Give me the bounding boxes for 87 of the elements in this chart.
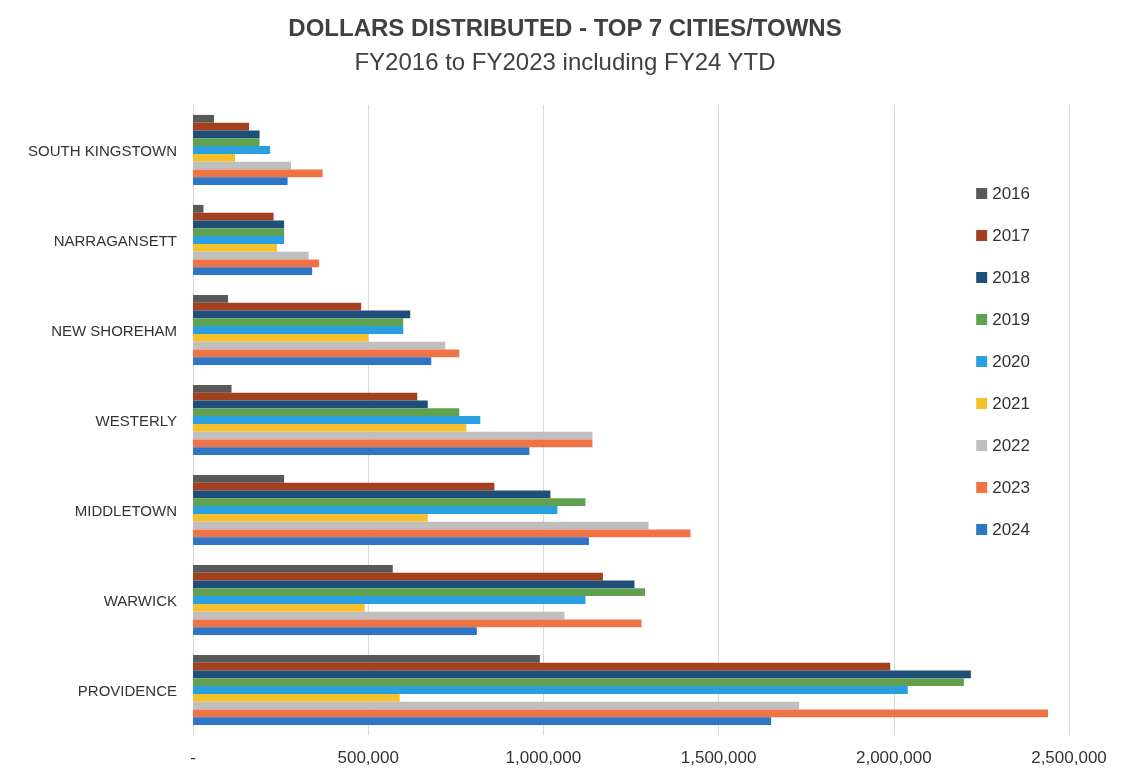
bar — [193, 251, 309, 260]
bar — [193, 670, 971, 679]
legend-label: 2017 — [992, 226, 1031, 245]
bar — [193, 408, 460, 417]
bar — [193, 447, 530, 456]
bar — [193, 130, 260, 139]
y-tick-label: WARWICK — [103, 591, 177, 609]
legend-label: 2021 — [992, 394, 1031, 413]
x-tick-label: - — [190, 748, 196, 767]
bar — [193, 349, 460, 358]
bar — [193, 521, 649, 530]
bar — [193, 701, 800, 710]
bar — [193, 423, 467, 432]
bar — [193, 326, 404, 334]
bar — [193, 392, 418, 401]
bar — [193, 619, 642, 628]
bar — [193, 341, 446, 350]
y-tick-label: PROVIDENCE — [77, 681, 177, 699]
bar — [193, 161, 292, 170]
bar — [193, 431, 593, 440]
bar — [193, 236, 285, 244]
bar — [193, 153, 236, 162]
bar — [193, 537, 589, 546]
x-tick-label: 1,500,000 — [680, 748, 757, 767]
legend-label: 2016 — [992, 184, 1031, 203]
bar — [193, 717, 772, 726]
legend-label: 2023 — [992, 478, 1031, 497]
y-tick-label: MIDDLETOWN — [74, 501, 177, 519]
bar — [193, 596, 586, 604]
bar — [193, 693, 400, 702]
bar — [193, 220, 285, 229]
x-tick-label: 2,000,000 — [855, 748, 932, 767]
bar — [193, 384, 232, 393]
bar — [193, 439, 593, 448]
bar — [193, 333, 369, 342]
bar — [193, 611, 565, 620]
bar — [193, 146, 271, 154]
bar — [193, 169, 323, 178]
bar — [193, 122, 250, 131]
bar — [193, 580, 635, 589]
bar — [193, 513, 428, 522]
bar — [193, 357, 432, 366]
legend-label: 2024 — [992, 520, 1031, 539]
y-tick-label: SOUTH KINGSTOWN — [28, 141, 177, 159]
x-tick-label: 1,000,000 — [505, 748, 582, 767]
bar — [193, 506, 558, 514]
y-tick-label: WESTERLY — [95, 411, 177, 429]
bar — [193, 678, 964, 687]
chart-title: DOLLARS DISTRIBUTED - TOP 7 CITIES/TOWNS — [288, 13, 842, 41]
bar — [193, 529, 691, 538]
bar — [193, 482, 495, 491]
bar — [193, 228, 285, 237]
x-tick-label: 2,500,000 — [1031, 748, 1107, 767]
bar — [193, 138, 260, 147]
bar — [193, 114, 215, 123]
y-tick-label: NARRAGANSETT — [53, 231, 177, 249]
bar — [193, 686, 908, 694]
bar — [193, 709, 1048, 718]
bar — [193, 416, 481, 424]
legend-label: 2019 — [992, 310, 1031, 329]
bar — [193, 588, 646, 597]
bar — [193, 267, 313, 276]
y-tick-label: NEW SHOREHAM — [51, 321, 177, 339]
x-tick-label: 500,000 — [337, 748, 399, 767]
bar — [193, 212, 274, 221]
bar — [193, 243, 278, 252]
bar — [193, 294, 229, 303]
bar — [193, 603, 365, 612]
bar — [193, 654, 540, 663]
legend-label: 2018 — [992, 268, 1031, 287]
bar — [193, 572, 603, 581]
bar — [193, 627, 477, 636]
bar — [193, 400, 428, 409]
bar — [193, 564, 393, 573]
bar — [193, 177, 288, 186]
bar — [193, 662, 891, 671]
bar — [193, 259, 320, 268]
bar — [193, 318, 404, 327]
bar — [193, 310, 411, 319]
bar — [193, 302, 362, 311]
legend-label: 2022 — [992, 436, 1031, 455]
legend-label: 2020 — [992, 352, 1031, 371]
chart-subtitle: FY2016 to FY2023 including FY24 YTD — [354, 47, 776, 75]
bar — [193, 490, 551, 499]
bar — [193, 204, 204, 213]
bar — [193, 474, 285, 483]
bar — [193, 498, 586, 507]
